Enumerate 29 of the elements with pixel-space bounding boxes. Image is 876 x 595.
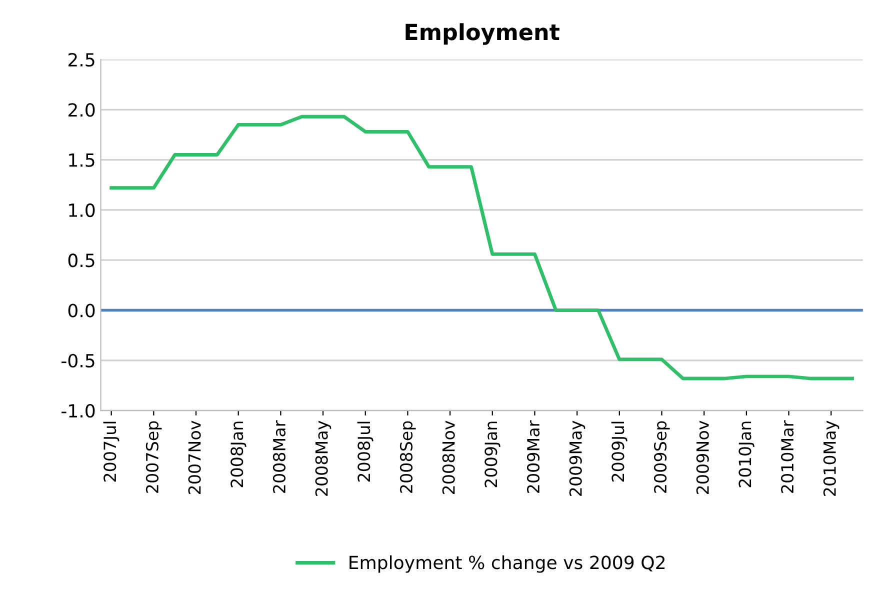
x-tick-label: 2008Sep	[400, 421, 416, 493]
y-tick-label: 2.0	[68, 103, 95, 117]
y-tick-label: 0.0	[68, 304, 95, 318]
legend-label: Employment % change vs 2009 Q2	[350, 555, 665, 573]
line-series	[110, 114, 854, 380]
y-tick-label: 2.5	[68, 52, 94, 67]
x-tick-label: 2008Jan	[230, 422, 246, 488]
x-tick-label: 2009Sep	[654, 421, 670, 493]
x-tick-label: 2007Jul	[103, 422, 120, 482]
x-tick-label: 2008Jul	[357, 422, 374, 482]
x-tick-label: 2007Sep	[146, 421, 162, 493]
y-tick-label: 1.5	[69, 153, 94, 167]
x-tick-label: 2010Jan	[738, 422, 754, 488]
y-tick-label: -1.0	[62, 404, 95, 418]
y-tick-label: 0.5	[68, 254, 94, 268]
x-tick-label: 2008Nov	[442, 420, 455, 494]
x-tick-label: 2009Jan	[484, 422, 500, 488]
x-tick-label: 2010May	[823, 420, 840, 496]
x-tick-label: 2008May	[315, 420, 332, 496]
x-tick-label: 2009Jul	[611, 422, 628, 482]
chart-title: Employment	[406, 23, 560, 45]
x-tick-label: 2009Mar	[526, 420, 540, 493]
y-tick-label: -0.5	[62, 354, 94, 368]
x-tick-label: 2010Mar	[780, 420, 794, 493]
y-tick-label: 1.0	[69, 203, 95, 218]
x-tick-label: 2007Nov	[188, 420, 201, 494]
x-tick-label: 2009Nov	[696, 420, 709, 494]
x-tick-label: 2009May	[569, 420, 586, 496]
x-tick-label: 2008Mar	[272, 420, 286, 493]
